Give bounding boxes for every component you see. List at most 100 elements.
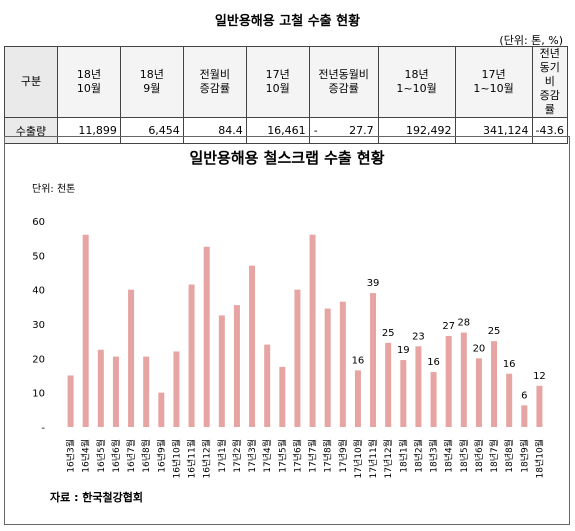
bar bbox=[430, 372, 437, 427]
x-tick-label: 16년4월 bbox=[80, 439, 92, 473]
x-tick-label: 18년9월 bbox=[518, 439, 530, 473]
x-tick-label: 18년2월 bbox=[412, 439, 424, 473]
bar bbox=[218, 315, 225, 427]
y-tick-label: 50 bbox=[32, 251, 45, 262]
bar bbox=[491, 341, 498, 427]
header-cell: 18년 1~10월 bbox=[377, 46, 456, 118]
value-cell: -43.6 bbox=[531, 117, 569, 144]
value-cell: 341,124 bbox=[454, 117, 533, 144]
x-tick-label: 18년4월 bbox=[443, 439, 455, 473]
x-tick-label: 16년9월 bbox=[155, 439, 167, 473]
bar bbox=[415, 346, 422, 427]
y-tick-label: 30 bbox=[32, 320, 45, 331]
bar bbox=[82, 234, 89, 427]
data-label: 16 bbox=[352, 355, 365, 366]
data-label: 39 bbox=[367, 278, 380, 289]
x-tick-label: 16년10월 bbox=[170, 439, 182, 478]
data-label: 23 bbox=[412, 331, 425, 342]
bar bbox=[370, 293, 377, 427]
data-label: 19 bbox=[397, 345, 410, 356]
x-tick-label: 17년12월 bbox=[382, 439, 394, 478]
data-label: 27 bbox=[442, 321, 455, 332]
table-header-row: 구분 18년 10월 18년 9월 전월비 증감률 17년 10월 전년동월비 증감률 1… bbox=[4, 46, 569, 118]
bar bbox=[294, 289, 301, 427]
x-tick-label: 17년3월 bbox=[246, 439, 258, 473]
bar bbox=[143, 356, 150, 427]
x-tick-label: 16년8월 bbox=[140, 439, 152, 473]
x-tick-label: 18년7월 bbox=[488, 439, 500, 473]
bar bbox=[188, 284, 195, 427]
page-title: 일반용해용 고철 수출 현황 bbox=[214, 14, 361, 29]
bar bbox=[203, 246, 210, 427]
bar bbox=[354, 370, 361, 427]
x-tick-label: 17년8월 bbox=[322, 439, 334, 473]
x-tick-label: 16년12월 bbox=[201, 439, 213, 478]
data-label: 6 bbox=[521, 390, 527, 401]
bar bbox=[158, 392, 165, 427]
bar bbox=[475, 358, 482, 427]
x-tick-label: 16년11월 bbox=[186, 439, 198, 478]
x-tick-label: 17년4월 bbox=[261, 439, 273, 473]
bar bbox=[506, 373, 513, 427]
chart-title: 일반용해용 철스크랩 수출 현황 bbox=[189, 149, 385, 167]
data-label: 25 bbox=[488, 326, 501, 337]
bar bbox=[67, 375, 74, 427]
x-tick-label: 17년6월 bbox=[291, 439, 303, 473]
x-tick-label: 18년10월 bbox=[533, 439, 545, 478]
data-label: 28 bbox=[457, 318, 470, 329]
x-tick-label: 17년5월 bbox=[276, 439, 288, 473]
value-cell: 27.7 bbox=[349, 124, 374, 137]
x-tick-label: 17년7월 bbox=[307, 439, 319, 473]
data-label: 12 bbox=[533, 371, 546, 382]
x-tick-label: 18년5월 bbox=[458, 439, 470, 473]
bar bbox=[233, 305, 240, 427]
x-tick-label: 17년11월 bbox=[367, 439, 379, 478]
header-cell: 전월비 증감률 bbox=[182, 46, 247, 118]
bar bbox=[385, 342, 392, 427]
y-tick-label: - bbox=[41, 423, 45, 434]
header-cell: 17년 1~10월 bbox=[454, 46, 533, 118]
x-tick-label: 16년6월 bbox=[110, 439, 122, 473]
bar bbox=[279, 366, 286, 427]
unit-note: (단위: 톤, %) bbox=[499, 34, 563, 47]
x-tick-label: 16년5월 bbox=[95, 439, 107, 473]
x-tick-label: 18년3월 bbox=[428, 439, 440, 473]
header-cell: 구분 bbox=[4, 46, 58, 118]
data-label: 16 bbox=[503, 359, 516, 370]
bar bbox=[339, 301, 346, 427]
value-cell: 11,899 bbox=[56, 117, 121, 144]
y-tick-label: 60 bbox=[32, 217, 45, 228]
x-tick-label: 17년1월 bbox=[216, 439, 228, 473]
bar bbox=[460, 332, 467, 427]
chart-panel: 일반용해용 철스크랩 수출 현황 단위: 천톤 - 10 20 30 40 50 60 16년… bbox=[4, 136, 570, 525]
header-cell: 전년동월비 증감률 bbox=[308, 46, 379, 118]
header-cell: 17년 10월 bbox=[245, 46, 310, 118]
bar bbox=[521, 405, 528, 427]
header-cell: 전년동기비 증감률 bbox=[531, 46, 569, 118]
x-tick-label: 18년1월 bbox=[397, 439, 409, 473]
value-cell: 16,461 bbox=[245, 117, 310, 144]
data-label: 25 bbox=[382, 328, 395, 339]
bar bbox=[536, 385, 543, 427]
x-tick-label: 17년2월 bbox=[231, 439, 243, 473]
table-row: 수출량 11,899 6,454 84.4 16,461 - 27.7 192,… bbox=[4, 117, 569, 144]
bar bbox=[400, 360, 407, 427]
source-note: 자료 : 한국철강협회 bbox=[50, 491, 144, 504]
bar bbox=[309, 234, 316, 427]
data-label: 16 bbox=[427, 357, 440, 368]
value-cell: 192,492 bbox=[377, 117, 456, 144]
bar bbox=[445, 336, 452, 427]
x-tick-label: 16년3월 bbox=[65, 439, 77, 473]
x-tick-label: 16년7월 bbox=[125, 439, 137, 473]
x-tick-label: 18년6월 bbox=[473, 439, 485, 473]
value-cell-dash: - bbox=[313, 124, 318, 137]
header-cell: 18년 9월 bbox=[119, 46, 184, 118]
data-label: 20 bbox=[473, 343, 486, 354]
value-cell-split: - 27.7 bbox=[308, 117, 379, 144]
value-cell: 6,454 bbox=[119, 117, 184, 144]
y-tick-label: 10 bbox=[32, 389, 45, 400]
bar bbox=[97, 349, 104, 427]
y-tick-label: 40 bbox=[32, 286, 45, 297]
bar bbox=[112, 356, 119, 427]
